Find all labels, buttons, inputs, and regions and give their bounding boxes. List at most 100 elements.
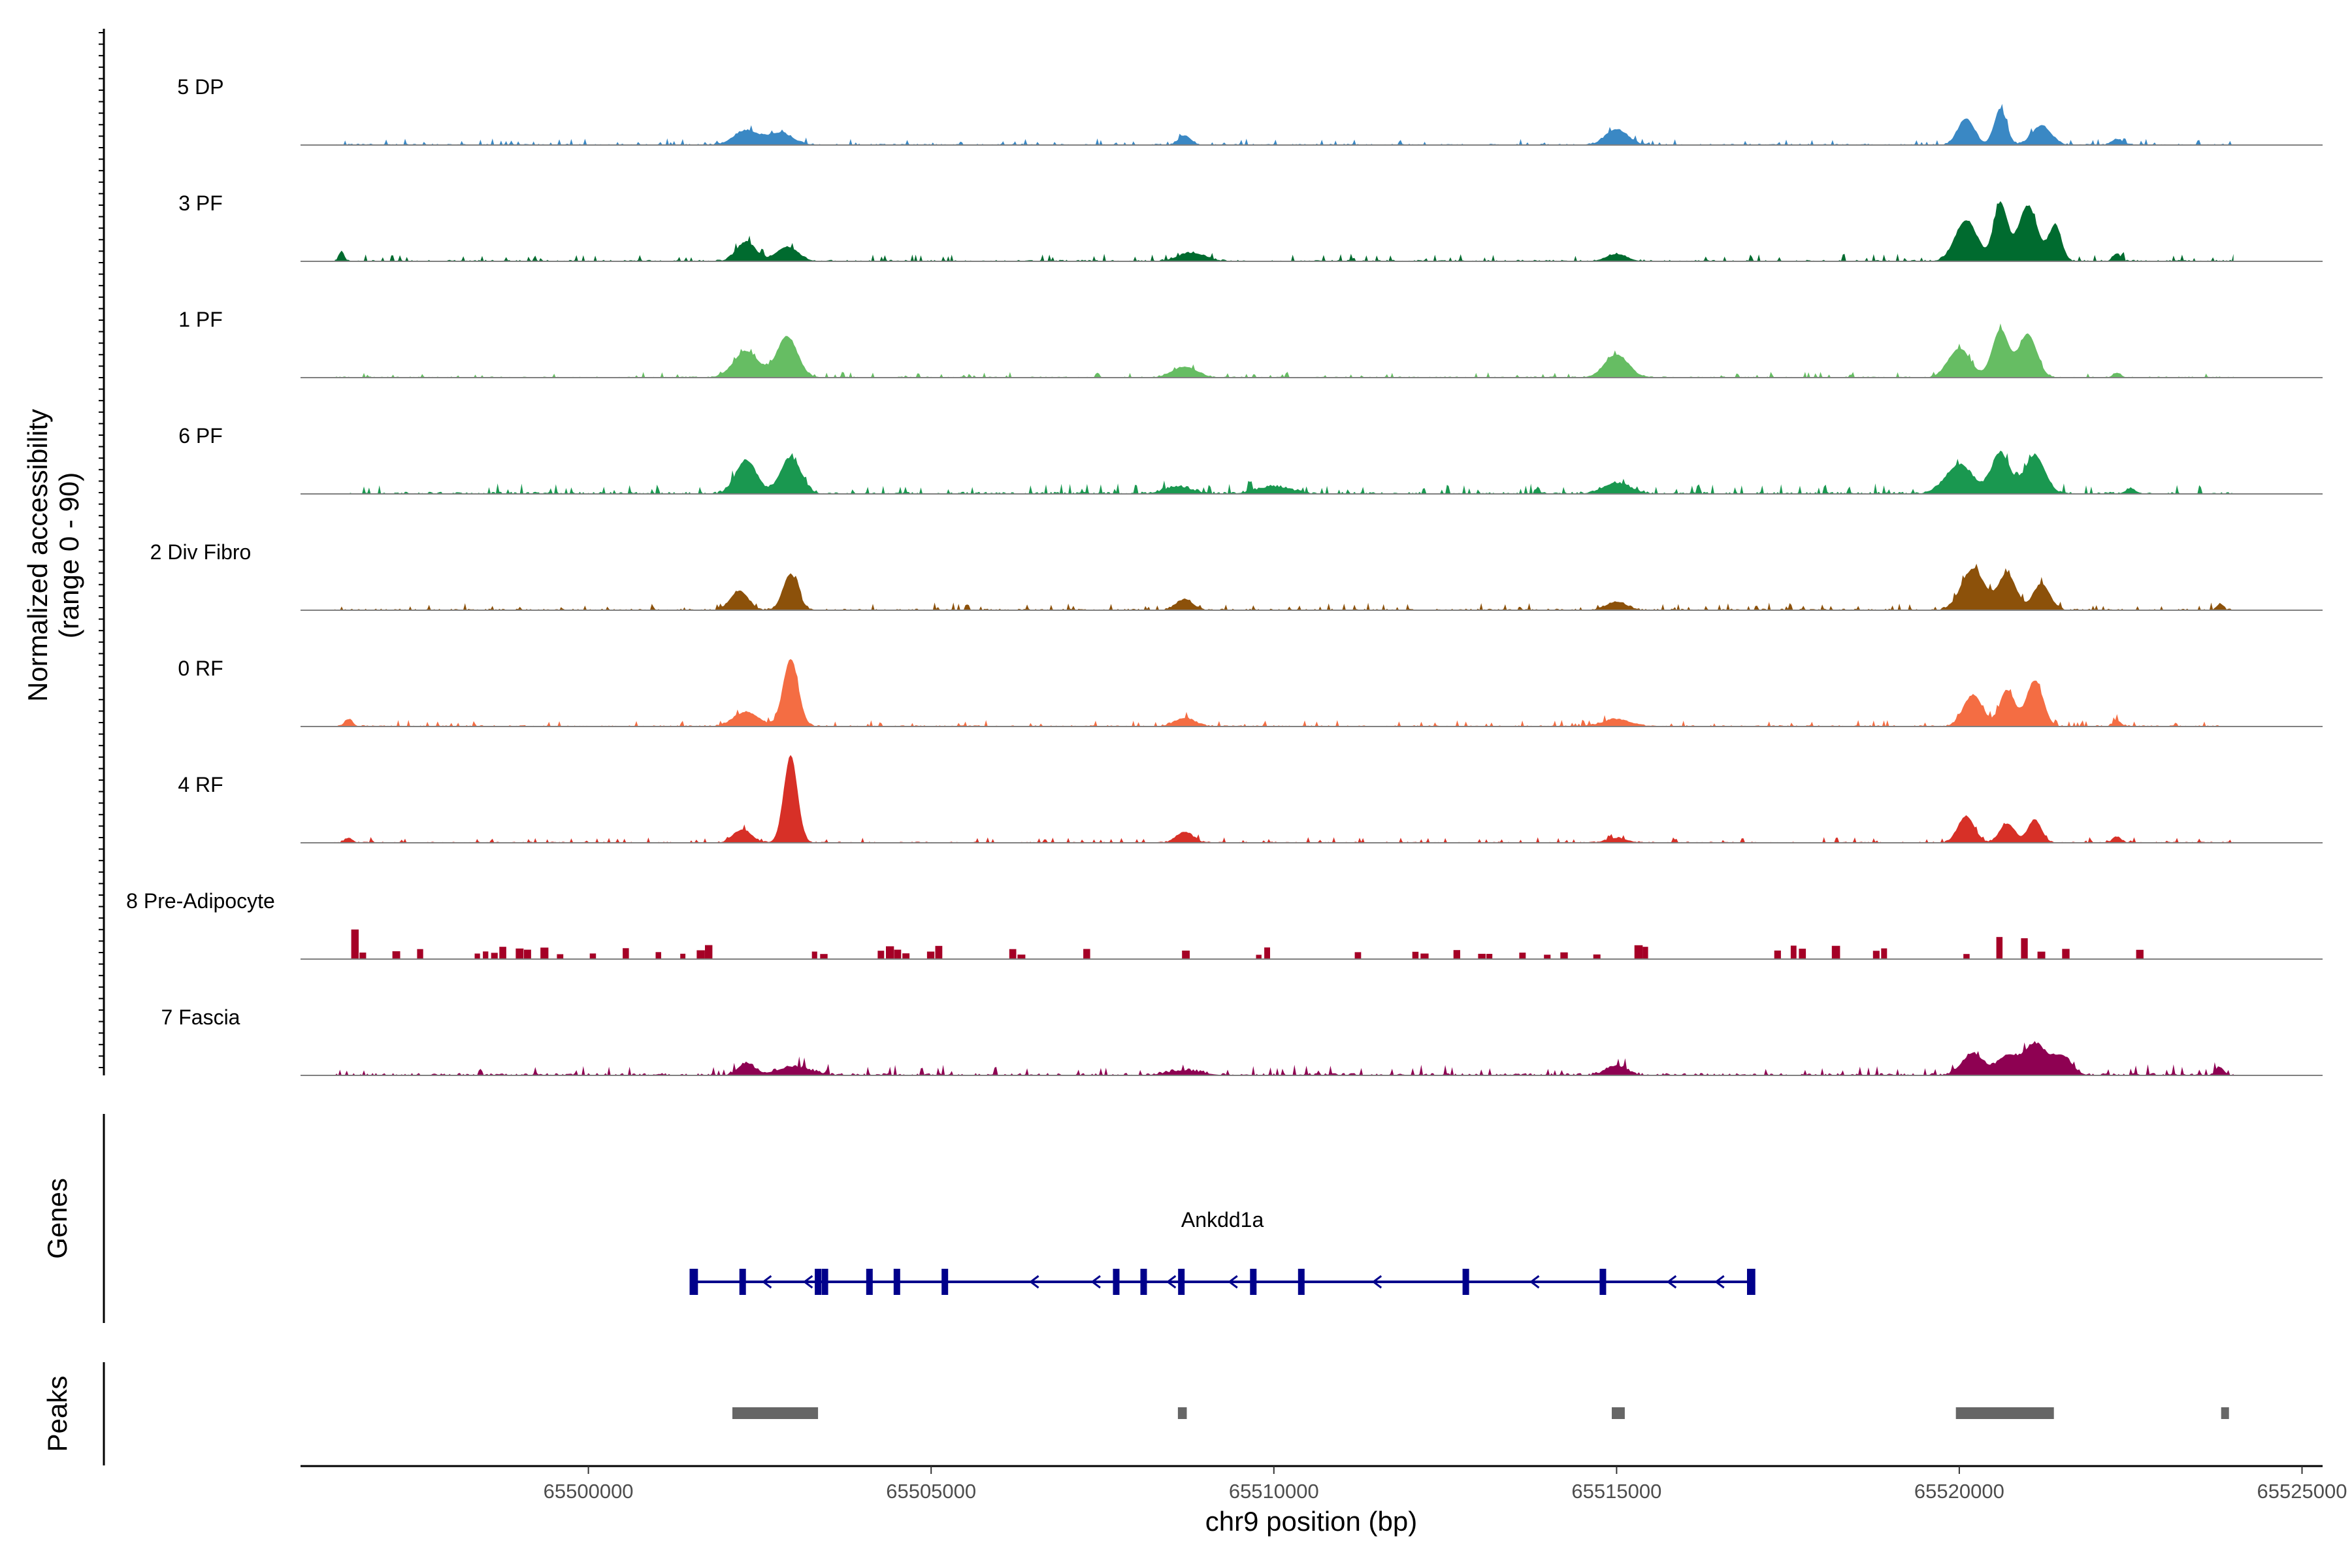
coverage-bin xyxy=(1872,951,1880,959)
track-label: 4 RF xyxy=(178,773,223,796)
coverage-bin xyxy=(820,954,828,959)
gene-exon xyxy=(691,1269,698,1295)
y-axis-title-line1: Normalized accessibility xyxy=(22,409,53,702)
coverage-bin xyxy=(557,954,564,959)
gene-label: Ankdd1a xyxy=(1181,1208,1264,1232)
peak-region xyxy=(2221,1407,2229,1419)
gene-strand-arrow xyxy=(1666,1275,1677,1289)
x-tick-label: 65525000 xyxy=(2257,1480,2347,1503)
gene-exon xyxy=(1747,1269,1754,1295)
coverage-bin xyxy=(926,951,935,959)
x-tick-label: 65515000 xyxy=(1571,1480,1661,1503)
coverage-bin xyxy=(417,949,423,959)
gene-exon xyxy=(866,1269,873,1295)
coverage-bin xyxy=(877,951,885,959)
coverage-bin xyxy=(1996,937,2003,959)
track-label: 5 DP xyxy=(177,75,223,99)
track-label: 0 RF xyxy=(178,657,223,680)
coverage-bin xyxy=(1478,953,1486,959)
coverage-bin xyxy=(902,953,910,959)
gene-strand-arrow xyxy=(1228,1275,1238,1289)
x-axis-ticks: 65500000 65505000 65510000 65515000 65520000… xyxy=(544,1466,2347,1503)
gene-exon xyxy=(821,1269,828,1295)
gene-exon xyxy=(739,1269,746,1295)
coverage-bin xyxy=(589,953,596,959)
coverage-bin xyxy=(491,953,498,959)
coverage-bin xyxy=(1881,948,1887,959)
coverage-bin xyxy=(2037,951,2046,959)
coverage-bin xyxy=(1486,954,1493,959)
coverage-area xyxy=(335,104,2234,145)
gene-exon xyxy=(1462,1269,1469,1295)
gene-exon xyxy=(1140,1269,1147,1295)
coverage-bin xyxy=(811,951,817,959)
coverage-bin xyxy=(655,952,661,959)
gene-strand-arrow xyxy=(761,1275,772,1289)
coverage-bin xyxy=(1790,945,1797,959)
coverage-area xyxy=(335,563,2234,610)
coverage-bin xyxy=(515,948,524,959)
peak-regions xyxy=(732,1407,2229,1419)
genes-panel: Genes Ankdd1a xyxy=(42,1114,1756,1323)
gene-strand-arrow xyxy=(1529,1275,1540,1289)
coverage-bin xyxy=(1774,950,1781,959)
coverage-track: 2 Div Fibro xyxy=(150,540,2323,611)
coverage-bin xyxy=(623,948,629,959)
peak-region xyxy=(1177,1407,1187,1419)
coverage-bin xyxy=(886,946,894,959)
coverage-bin xyxy=(1256,955,1262,959)
coverage-bin xyxy=(2136,949,2144,959)
coverage-bin xyxy=(2062,949,2070,959)
coverage-track: 5 DP xyxy=(177,75,2323,146)
coverage-bin xyxy=(1799,949,1806,959)
coverage-bin xyxy=(499,947,506,959)
coverage-y-ticks xyxy=(99,32,104,1068)
coverage-tracks: 5 DP 3 PF 1 PF 6 PF 2 Div Fibro 0 RF 4 RF 8 Pre… xyxy=(126,75,2323,1076)
coverage-bin xyxy=(474,953,480,959)
coverage-bin xyxy=(1642,947,1648,959)
x-tick-label: 65510000 xyxy=(1229,1480,1319,1503)
coverage-bin xyxy=(1963,954,1970,959)
coverage-track: 0 RF xyxy=(178,657,2323,727)
genes-panel-label: Genes xyxy=(42,1178,73,1259)
x-tick-label: 65505000 xyxy=(886,1480,976,1503)
gene-exon xyxy=(1113,1269,1120,1295)
coverage-track: 8 Pre-Adipocyte xyxy=(126,889,2323,960)
gene-strand-arrow xyxy=(1090,1275,1101,1289)
coverage-bin xyxy=(1831,945,1840,959)
coverage-bin xyxy=(1017,955,1026,959)
gene-strand-arrow xyxy=(1371,1275,1382,1289)
coverage-bin xyxy=(1560,952,1568,959)
peak-region xyxy=(732,1407,819,1419)
track-label: 1 PF xyxy=(178,308,223,331)
coverage-bin xyxy=(696,950,705,959)
coverage-track: 1 PF xyxy=(178,308,2323,378)
coverage-bin xyxy=(359,953,367,959)
gene-exon xyxy=(1250,1269,1257,1295)
coverage-bin xyxy=(540,947,549,959)
coverage-bin xyxy=(1519,953,1526,959)
coverage-bin xyxy=(1412,951,1419,959)
coverage-bin xyxy=(1453,950,1460,959)
coverage-bin xyxy=(1593,954,1601,959)
coverage-bin xyxy=(1420,953,1429,959)
gene-exon xyxy=(1178,1269,1185,1295)
coverage-bin xyxy=(1354,952,1362,959)
coverage-bin xyxy=(2021,938,2028,959)
coverage-y-axis xyxy=(99,29,105,1075)
coverage-bin xyxy=(935,945,943,959)
coverage-bin xyxy=(1182,951,1190,959)
x-tick-label: 65520000 xyxy=(1914,1480,2004,1503)
coverage-bin xyxy=(1634,945,1643,959)
x-tick-label: 65500000 xyxy=(544,1480,634,1503)
coverage-area xyxy=(335,450,2234,494)
x-axis-title: chr9 position (bp) xyxy=(1205,1506,1418,1537)
coverage-bin xyxy=(351,929,359,959)
coverage-bin xyxy=(705,945,713,959)
coverage-area xyxy=(335,201,2234,261)
coverage-area xyxy=(335,323,2234,378)
coverage-track: 4 RF xyxy=(178,755,2323,843)
coverage-bin xyxy=(1009,949,1017,959)
coverage-track: 6 PF xyxy=(178,424,2323,495)
